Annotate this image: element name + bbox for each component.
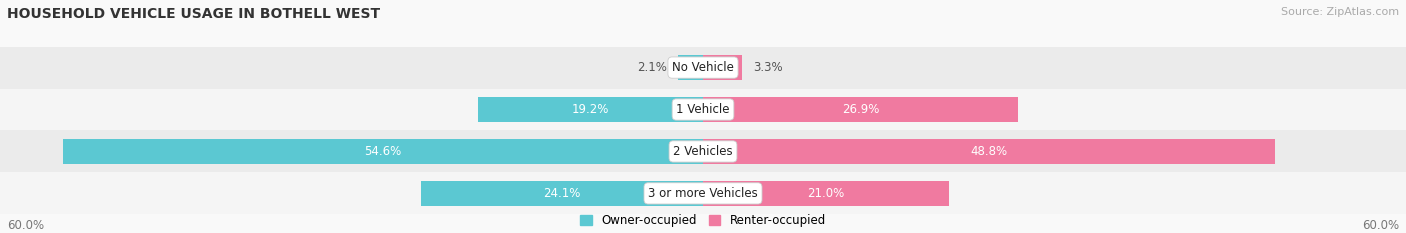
Bar	[703, 97, 1018, 122]
Text: Source: ZipAtlas.com: Source: ZipAtlas.com	[1281, 7, 1399, 17]
Text: 19.2%: 19.2%	[572, 103, 609, 116]
Text: 3.3%: 3.3%	[754, 61, 783, 74]
Bar	[0, 130, 1406, 172]
Bar	[478, 97, 703, 122]
Text: 54.6%: 54.6%	[364, 145, 402, 158]
Text: 1 Vehicle: 1 Vehicle	[676, 103, 730, 116]
Text: 2 Vehicles: 2 Vehicles	[673, 145, 733, 158]
Bar	[703, 139, 1275, 164]
Text: 2.1%: 2.1%	[637, 61, 666, 74]
Text: 26.9%: 26.9%	[842, 103, 879, 116]
Text: 3 or more Vehicles: 3 or more Vehicles	[648, 187, 758, 200]
Text: 21.0%: 21.0%	[807, 187, 845, 200]
Text: 48.8%: 48.8%	[970, 145, 1008, 158]
Bar	[678, 55, 703, 80]
Bar	[0, 47, 1406, 89]
Bar	[703, 55, 742, 80]
Text: 24.1%: 24.1%	[543, 187, 581, 200]
Text: 60.0%: 60.0%	[1362, 219, 1399, 232]
Text: HOUSEHOLD VEHICLE USAGE IN BOTHELL WEST: HOUSEHOLD VEHICLE USAGE IN BOTHELL WEST	[7, 7, 380, 21]
Text: 60.0%: 60.0%	[7, 219, 44, 232]
Bar	[0, 89, 1406, 130]
Text: No Vehicle: No Vehicle	[672, 61, 734, 74]
Bar	[0, 172, 1406, 214]
Bar	[63, 139, 703, 164]
Bar	[703, 181, 949, 206]
Legend: Owner-occupied, Renter-occupied: Owner-occupied, Renter-occupied	[579, 214, 827, 227]
Bar	[420, 181, 703, 206]
